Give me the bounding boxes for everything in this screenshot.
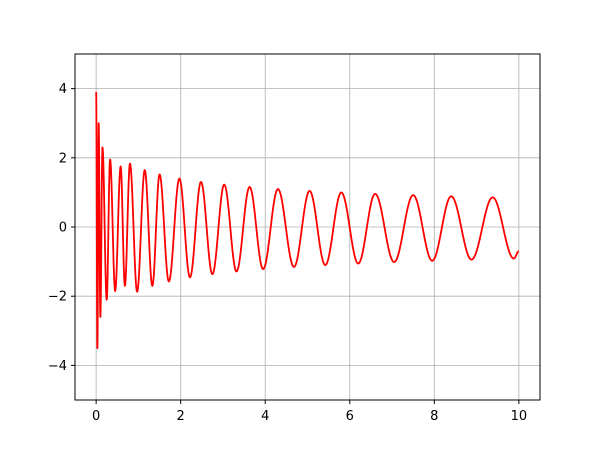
x-tick-label: 6 (346, 409, 354, 424)
y-tick-label: 0 (59, 221, 67, 236)
grid (75, 54, 540, 400)
y-tick-label: −4 (48, 359, 67, 374)
ticks: 0 2 4 6 8 10 −4 −2 0 2 4 (48, 82, 527, 424)
x-tick-label: 8 (430, 409, 438, 424)
x-tick-label: 2 (177, 409, 185, 424)
x-tick-label: 10 (511, 409, 528, 424)
x-tick-label: 0 (92, 409, 100, 424)
y-tick-label: 2 (59, 151, 67, 166)
series-line-0 (95, 92, 520, 349)
x-tick-label: 4 (261, 409, 269, 424)
y-tick-label: 4 (59, 82, 67, 97)
y-tick-label: −2 (48, 290, 67, 305)
series-layer (95, 92, 520, 349)
